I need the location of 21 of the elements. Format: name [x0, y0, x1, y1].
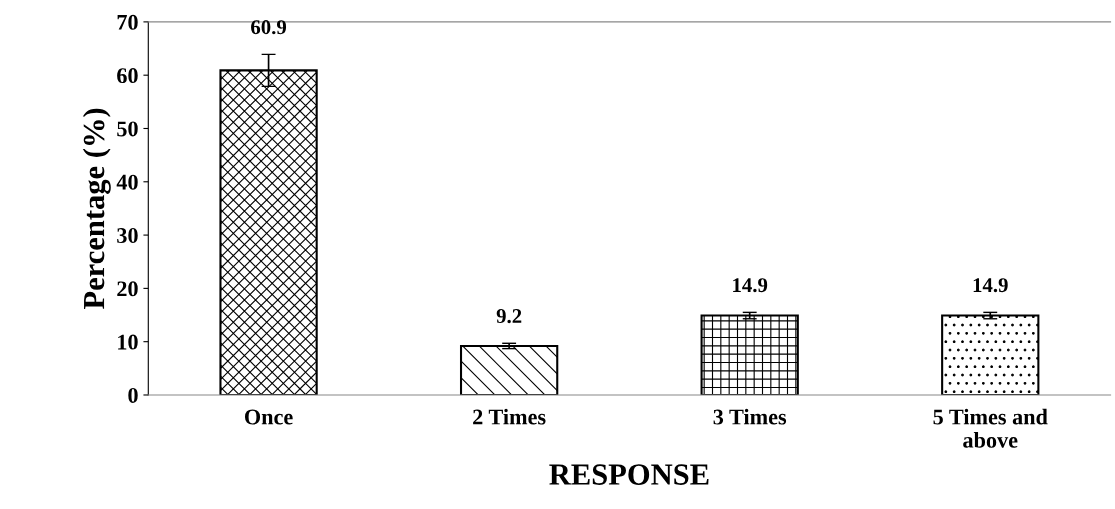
y-tick-label: 50 [117, 121, 138, 137]
x-tick-label: Once [244, 409, 293, 425]
x-axis-title: RESPONSE [549, 464, 709, 485]
data-label: 60.9 [251, 20, 287, 35]
y-tick-label: 10 [118, 334, 138, 350]
y-tick-label: 40 [116, 174, 138, 190]
y-tick-label: 0 [128, 387, 138, 403]
x-tick-label: 3 Times [713, 408, 787, 425]
y-tick-label: 20 [117, 281, 138, 297]
y-tick-label: 30 [117, 228, 138, 244]
x-tick-label: 2 Times [473, 408, 546, 425]
x-tick-label: 5 Times and above [933, 408, 1048, 448]
y-tick-label: 60 [117, 68, 138, 84]
data-label: 14.9 [733, 278, 768, 293]
data-label: 9.2 [496, 309, 522, 324]
y-axis-title: Percentage (%) [82, 108, 111, 310]
bar [700, 314, 799, 395]
y-tick-label: 70 [117, 14, 138, 30]
data-label: 14.9 [973, 278, 1008, 293]
bar [459, 344, 559, 395]
bar [941, 314, 1040, 395]
